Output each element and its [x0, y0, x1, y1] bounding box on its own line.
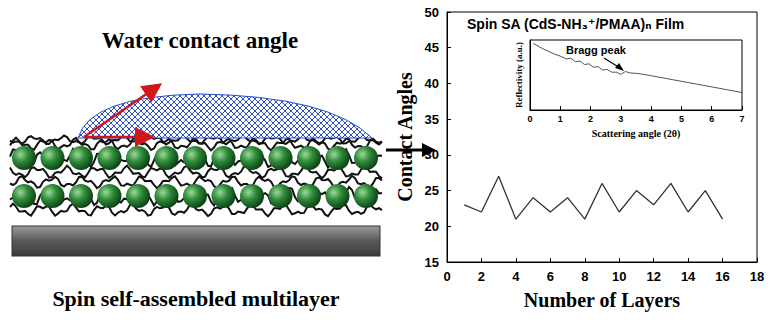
svg-text:8: 8 [581, 269, 588, 284]
svg-text:2: 2 [588, 114, 593, 124]
svg-text:Spin SA (CdS-NH₃⁺/PMAA)ₙ Film: Spin SA (CdS-NH₃⁺/PMAA)ₙ Film [467, 16, 684, 32]
svg-text:1: 1 [558, 114, 563, 124]
svg-text:Spin self-assembled multilayer: Spin self-assembled multilayer [52, 286, 339, 311]
svg-text:Contact Angles: Contact Angles [394, 72, 417, 202]
svg-text:Water contact angle: Water contact angle [102, 28, 298, 53]
svg-text:Bragg peak: Bragg peak [566, 44, 627, 56]
svg-text:15: 15 [425, 255, 439, 270]
svg-text:40: 40 [425, 76, 439, 91]
svg-text:45: 45 [425, 40, 439, 55]
svg-text:0: 0 [443, 269, 450, 284]
svg-text:6: 6 [547, 269, 554, 284]
svg-text:35: 35 [425, 112, 439, 127]
svg-text:0: 0 [527, 114, 532, 124]
svg-text:18: 18 [750, 269, 764, 284]
svg-text:30: 30 [425, 147, 439, 162]
svg-text:20: 20 [425, 219, 439, 234]
svg-text:6: 6 [709, 114, 714, 124]
svg-text:4: 4 [649, 114, 654, 124]
svg-text:12: 12 [646, 269, 660, 284]
svg-text:25: 25 [425, 183, 439, 198]
svg-text:10: 10 [612, 269, 626, 284]
svg-text:5: 5 [679, 114, 684, 124]
svg-text:Scattering angle (2θ): Scattering angle (2θ) [592, 128, 681, 140]
svg-text:14: 14 [681, 269, 696, 284]
svg-text:3: 3 [618, 114, 623, 124]
svg-text:4: 4 [512, 269, 520, 284]
svg-text:7: 7 [739, 114, 744, 124]
svg-text:2: 2 [478, 269, 485, 284]
svg-text:Reflectivity (a.u.): Reflectivity (a.u.) [514, 42, 524, 108]
svg-text:16: 16 [715, 269, 729, 284]
svg-text:Number of Layers: Number of Layers [524, 289, 680, 312]
svg-text:50: 50 [425, 5, 439, 20]
